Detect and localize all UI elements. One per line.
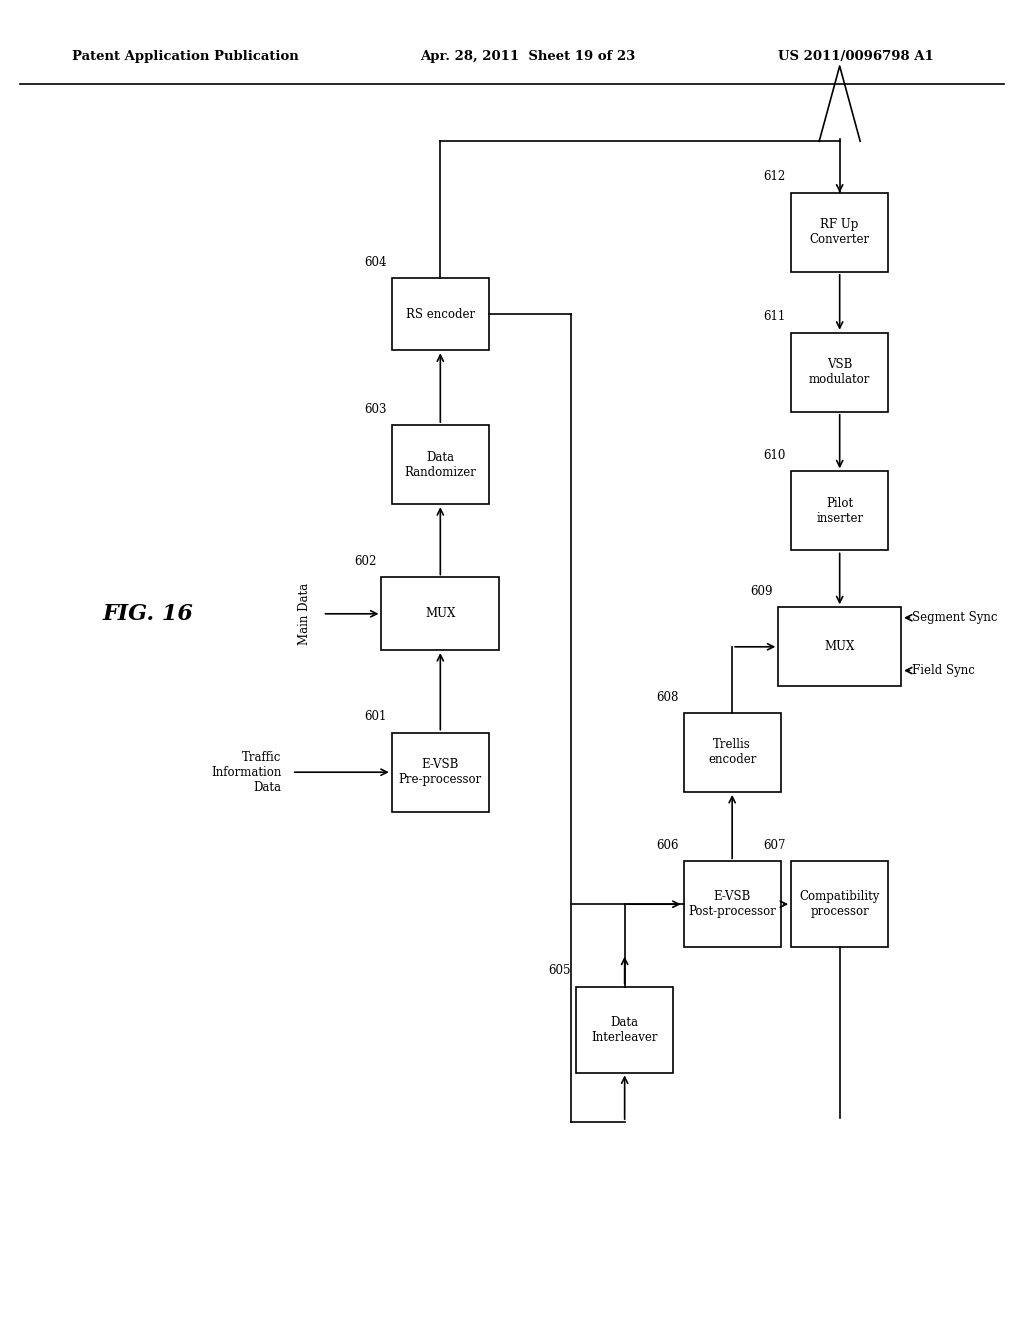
- Text: 612: 612: [764, 170, 786, 183]
- Text: VSB
modulator: VSB modulator: [809, 358, 870, 387]
- Text: Traffic
Information
Data: Traffic Information Data: [211, 751, 282, 793]
- Bar: [791, 193, 888, 272]
- Text: 601: 601: [365, 710, 387, 723]
- Text: Field Sync: Field Sync: [912, 664, 975, 677]
- Text: 611: 611: [764, 310, 786, 323]
- Text: MUX: MUX: [824, 640, 855, 653]
- Text: RS encoder: RS encoder: [406, 308, 475, 321]
- Text: E-VSB
Pre-processor: E-VSB Pre-processor: [398, 758, 482, 787]
- Bar: [791, 862, 888, 948]
- Bar: [381, 577, 500, 649]
- Text: Segment Sync: Segment Sync: [912, 611, 997, 624]
- Text: MUX: MUX: [425, 607, 456, 620]
- Text: 609: 609: [751, 585, 773, 598]
- Bar: [391, 277, 489, 350]
- Text: 603: 603: [365, 403, 387, 416]
- Text: 610: 610: [764, 449, 786, 462]
- Bar: [391, 425, 489, 504]
- Bar: [575, 987, 674, 1072]
- Text: 606: 606: [656, 840, 678, 853]
- Bar: [391, 733, 489, 812]
- Text: Data
Randomizer: Data Randomizer: [404, 450, 476, 479]
- Bar: [791, 471, 888, 550]
- Text: 602: 602: [354, 556, 377, 568]
- Text: Apr. 28, 2011  Sheet 19 of 23: Apr. 28, 2011 Sheet 19 of 23: [420, 50, 635, 63]
- Text: Data
Interleaver: Data Interleaver: [592, 1015, 657, 1044]
- Text: 604: 604: [365, 256, 387, 269]
- Text: Compatibility
processor: Compatibility processor: [800, 890, 880, 919]
- Text: Pilot
inserter: Pilot inserter: [816, 496, 863, 525]
- Text: 607: 607: [764, 840, 786, 853]
- Bar: [684, 713, 780, 792]
- Text: 608: 608: [656, 690, 678, 704]
- Bar: [791, 333, 888, 412]
- Bar: [778, 607, 901, 686]
- Text: E-VSB
Post-processor: E-VSB Post-processor: [688, 890, 776, 919]
- Text: Patent Application Publication: Patent Application Publication: [72, 50, 298, 63]
- Text: FIG. 16: FIG. 16: [102, 603, 194, 624]
- Text: RF Up
Converter: RF Up Converter: [810, 218, 869, 247]
- Text: US 2011/0096798 A1: US 2011/0096798 A1: [778, 50, 934, 63]
- Text: 605: 605: [549, 965, 571, 977]
- Text: Main Data: Main Data: [298, 582, 310, 645]
- Text: Trellis
encoder: Trellis encoder: [708, 738, 757, 767]
- Bar: [684, 862, 780, 948]
